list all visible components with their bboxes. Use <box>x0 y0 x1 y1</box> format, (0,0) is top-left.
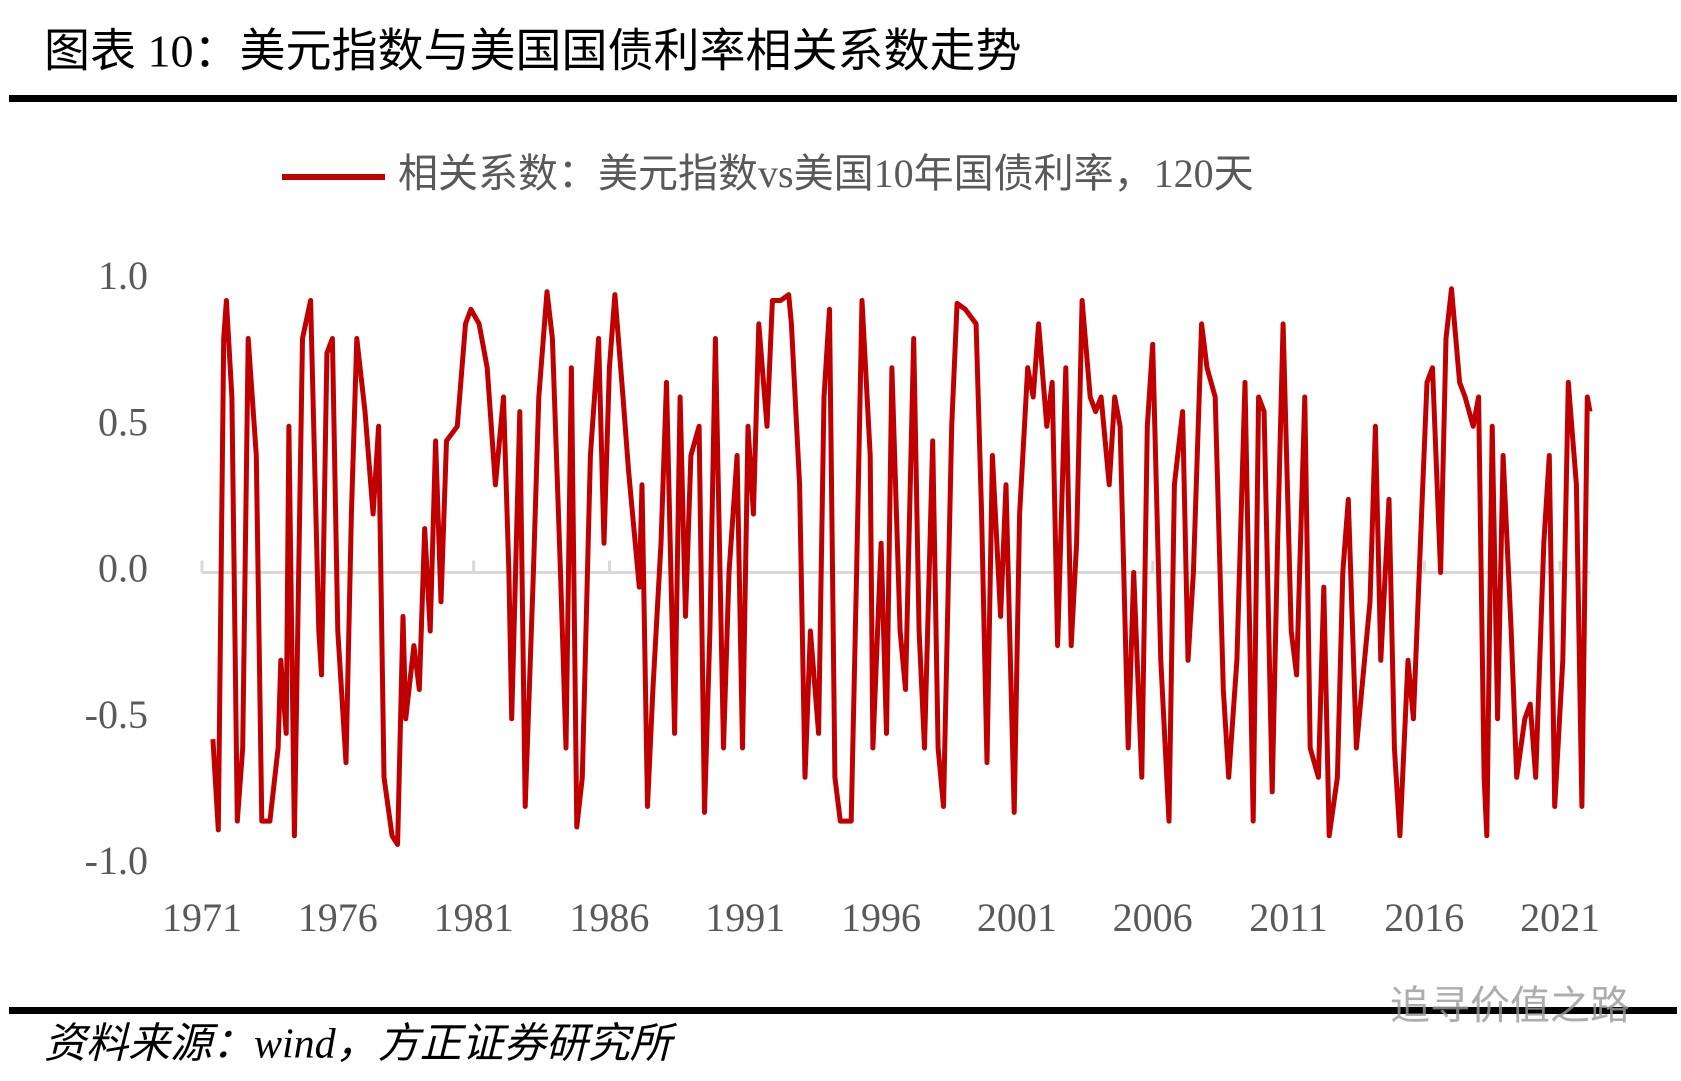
y-tick-label: -0.5 <box>85 692 148 737</box>
data-line <box>210 286 1593 847</box>
x-tick-label: 2021 <box>1520 895 1600 940</box>
source-note: 资料来源：wind，方正证券研究所 <box>44 1022 678 1068</box>
chart-title: 图表 10：美元指数与美国国债利率相关系数走势 <box>44 26 1022 77</box>
x-tick-label: 2006 <box>1113 895 1193 940</box>
y-tick-label: -1.0 <box>85 838 148 883</box>
bottom-rule <box>9 1007 1677 1014</box>
x-tick-label: 1981 <box>434 895 514 940</box>
x-tick-label: 1986 <box>569 895 649 940</box>
x-tick-label: 1971 <box>162 895 242 940</box>
top-rule <box>9 95 1677 102</box>
x-tick-label: 1976 <box>298 895 378 940</box>
x-tick-label: 1996 <box>841 895 921 940</box>
legend-label: 相关系数：美元指数vs美国10年国债利率，120天 <box>398 151 1254 196</box>
x-tick-label: 2016 <box>1384 895 1464 940</box>
y-tick-label: 0.0 <box>98 546 148 591</box>
watermark: 追寻价值之路 <box>1390 983 1630 1028</box>
x-tick-label: 2001 <box>977 895 1057 940</box>
y-tick-label: 1.0 <box>98 253 148 298</box>
y-tick-label: 0.5 <box>98 399 148 444</box>
x-tick-label: 1991 <box>705 895 785 940</box>
x-tick-label: 2011 <box>1249 895 1328 940</box>
